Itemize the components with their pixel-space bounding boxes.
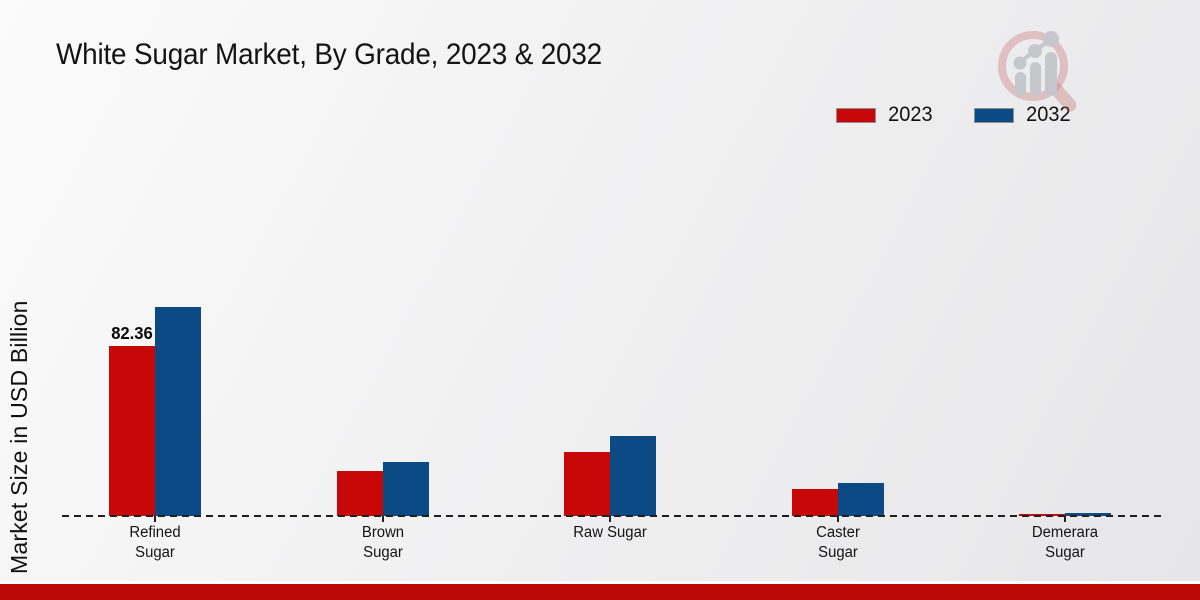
legend-label-2023: 2023 [888, 103, 933, 126]
plot-area: 82.36 [62, 130, 1160, 516]
bar-2032-brown-sugar [382, 461, 429, 516]
x-axis-tick-raw-sugar [609, 516, 611, 522]
bar-2023-raw-sugar [564, 452, 610, 516]
bar-2032-demerara-sugar [1065, 512, 1111, 516]
bar-2023-refined-sugar [109, 346, 155, 516]
bar-value-label: 82.36 [111, 323, 153, 344]
x-axis-tick-caster-sugar [836, 516, 839, 522]
legend-item-2023: 2023 [836, 103, 934, 127]
zero-axis-line [62, 515, 1162, 517]
footer-highlight-line [0, 581, 1200, 584]
footer-accent-bar [0, 584, 1200, 600]
x-axis-label-caster-sugar: Caster Sugar [815, 524, 860, 561]
legend-swatch-2032-icon [973, 107, 1014, 123]
x-axis-tick-refined-sugar [154, 516, 156, 522]
x-axis-label-brown-sugar: Brown Sugar [361, 524, 404, 561]
x-axis-tick-demerara-sugar [1064, 516, 1066, 522]
bar-2032-raw-sugar [610, 435, 656, 516]
x-axis-label-demerara-sugar: Demerara Sugar [1031, 524, 1099, 561]
chart-title: White Sugar Market, By Grade, 2023 & 203… [56, 38, 603, 71]
bar-2032-caster-sugar [837, 482, 884, 516]
x-axis-tick-brown-sugar [381, 516, 384, 522]
legend-item-2032: 2032 [973, 103, 1072, 127]
legend: 2023 2032 [836, 103, 1071, 127]
x-axis-label-refined-sugar: Refined Sugar [129, 524, 181, 561]
x-axis-label-raw-sugar: Raw Sugar [573, 524, 647, 541]
bar-2023-brown-sugar [336, 471, 383, 516]
bar-2023-caster-sugar [791, 488, 838, 516]
y-axis-label: Market Size in USD Billion [6, 300, 32, 574]
bar-2032-refined-sugar [155, 307, 201, 516]
legend-swatch-2023-icon [836, 107, 876, 123]
magnifier-bar-chart-logo-icon [998, 31, 1077, 112]
legend-label-2032: 2032 [1025, 103, 1071, 126]
